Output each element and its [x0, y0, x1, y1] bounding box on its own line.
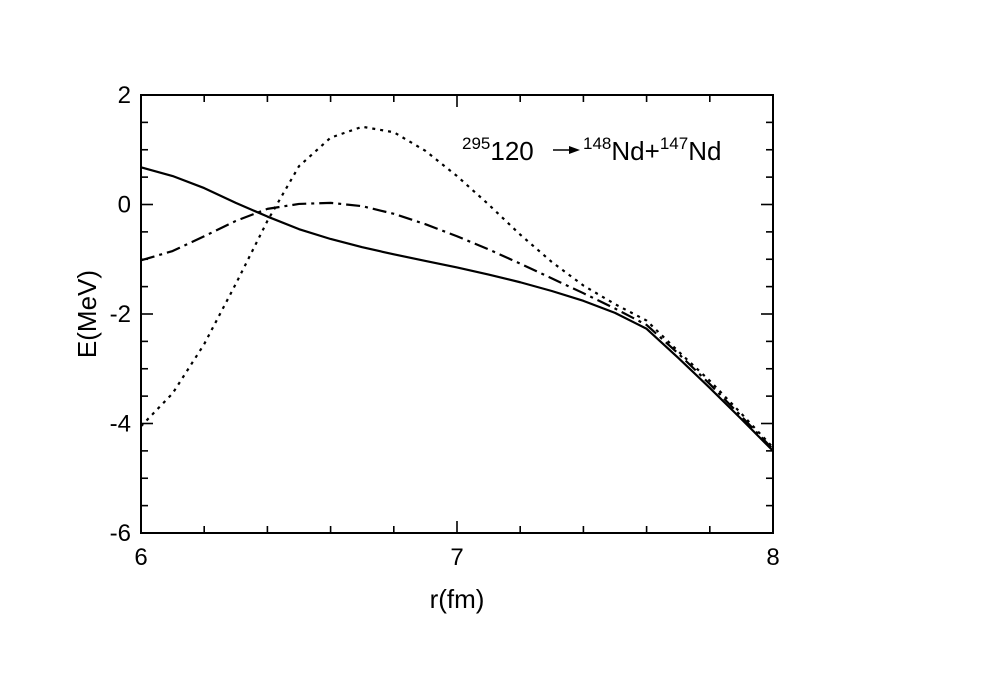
- y-axis-title: E(MeV): [72, 270, 102, 358]
- fragment2-element: Nd: [688, 136, 721, 166]
- y-tick-label: -4: [110, 411, 131, 438]
- x-tick-label: 8: [766, 544, 779, 571]
- svg-text:148Nd+147Nd: 148Nd+147Nd: [583, 134, 721, 166]
- axis-ticks: [140, 94, 774, 534]
- x-tick-label: 7: [450, 544, 463, 571]
- y-tick-label: -6: [110, 520, 131, 547]
- x-axis-title: r(fm): [430, 584, 485, 614]
- plot-frame: [140, 94, 774, 534]
- fragment1-element: Nd: [611, 136, 644, 166]
- svg-text:295120: 295120: [462, 134, 534, 166]
- arrow-head: [569, 146, 580, 154]
- x-tick-label: 6: [134, 544, 147, 571]
- reaction-annotation: 295120 → 148Nd+147Nd: [462, 134, 721, 166]
- y-tick-label: -2: [110, 301, 131, 328]
- y-tick-label: 2: [118, 82, 131, 109]
- y-tick-label: 0: [118, 192, 131, 219]
- series-line-dotted: [140, 125, 774, 449]
- parent-mass: 295: [462, 134, 490, 153]
- series-layer: [140, 125, 774, 452]
- parent-element: 120: [490, 136, 533, 166]
- fragment1-mass: 148: [583, 134, 611, 153]
- series-line-solid: [140, 166, 774, 452]
- arrow-glyph: →: [568, 152, 569, 154]
- series-line-dash-dot: [140, 201, 774, 450]
- fragment2-mass: 147: [660, 134, 688, 153]
- plus-sign: +: [645, 136, 660, 166]
- tick-labels: 6 7 8 -6 -4 -2 0 2: [110, 82, 780, 571]
